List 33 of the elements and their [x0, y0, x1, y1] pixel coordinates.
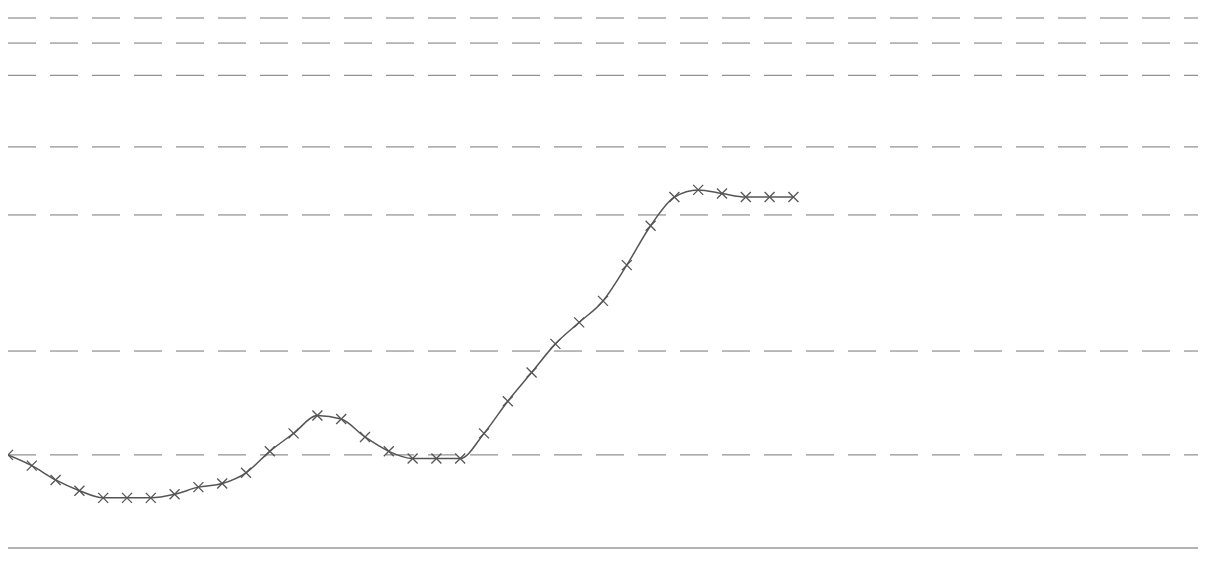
point	[525, 366, 538, 379]
point	[716, 187, 728, 200]
point	[121, 492, 133, 504]
point	[621, 259, 633, 271]
point	[97, 492, 109, 504]
point	[311, 409, 324, 422]
point	[597, 295, 609, 307]
point	[644, 220, 657, 232]
point	[383, 445, 395, 457]
point	[740, 191, 752, 203]
point	[787, 191, 800, 203]
point	[430, 452, 443, 465]
point	[335, 413, 347, 425]
point	[763, 191, 776, 203]
point	[240, 467, 252, 479]
point	[502, 395, 514, 407]
point	[73, 485, 86, 497]
point	[692, 184, 704, 196]
point	[668, 191, 681, 203]
point	[168, 488, 181, 500]
point	[192, 481, 205, 493]
point	[573, 316, 585, 329]
point	[359, 431, 371, 443]
point	[549, 338, 562, 350]
point	[287, 427, 300, 440]
point	[406, 452, 419, 465]
point	[145, 492, 157, 504]
point	[216, 477, 228, 490]
point	[454, 452, 466, 465]
point	[478, 427, 490, 440]
point	[26, 459, 38, 472]
point	[49, 474, 62, 486]
point	[264, 445, 276, 457]
